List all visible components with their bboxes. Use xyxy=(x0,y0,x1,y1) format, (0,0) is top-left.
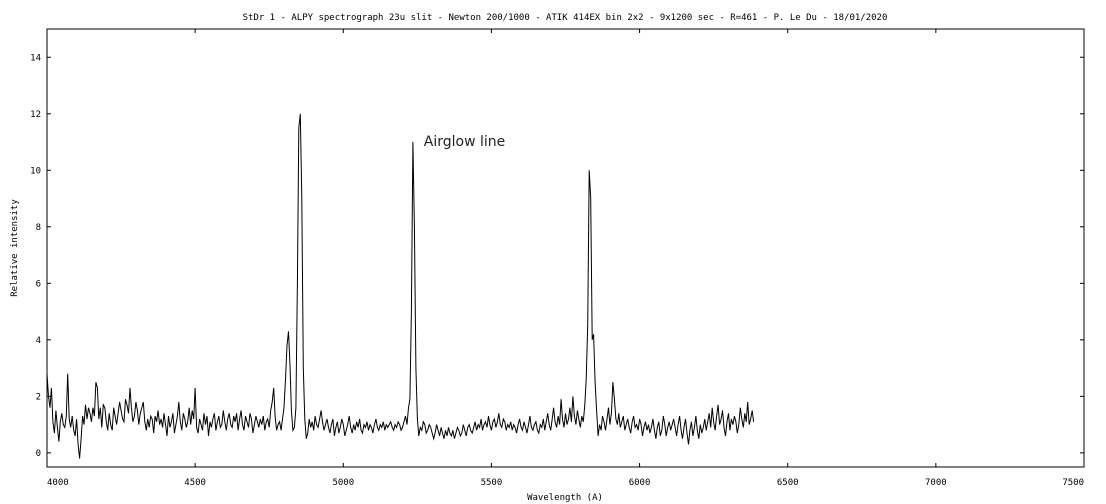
y-tick-label: 14 xyxy=(30,53,41,63)
x-tick-label: 4000 xyxy=(47,478,69,488)
x-tick-label: 7000 xyxy=(925,478,947,488)
y-tick-label: 2 xyxy=(36,392,41,402)
y-tick-label: 8 xyxy=(36,223,41,233)
y-tick-label: 4 xyxy=(36,336,41,346)
spectrum-series-line xyxy=(46,113,755,459)
x-axis-label: Wavelength (A) xyxy=(527,493,603,503)
x-tick-label: 5500 xyxy=(481,478,503,488)
y-axis-label: Relative intensity xyxy=(10,199,20,297)
y-tick-label: 10 xyxy=(30,166,41,176)
y-axis: 0 2 4 6 8 10 12 14 xyxy=(30,53,1084,459)
y-tick-label: 6 xyxy=(36,279,41,289)
y-tick-label: 0 xyxy=(36,449,41,459)
x-tick-label: 6500 xyxy=(777,478,799,488)
y-tick-label: 12 xyxy=(30,110,41,120)
x-tick-label: 7500 xyxy=(1062,478,1084,488)
x-tick-label: 6000 xyxy=(629,478,651,488)
x-axis: 4000 4500 5000 5500 6000 6500 7000 7500 xyxy=(46,29,1085,488)
x-tick-label: 5000 xyxy=(332,478,354,488)
chart-title: StDr 1 - ALPY spectrograph 23u slit - Ne… xyxy=(243,13,888,23)
x-tick-label: 4500 xyxy=(184,478,206,488)
airglow-annotation: Airglow line xyxy=(424,134,505,150)
plot-frame xyxy=(46,28,1085,468)
